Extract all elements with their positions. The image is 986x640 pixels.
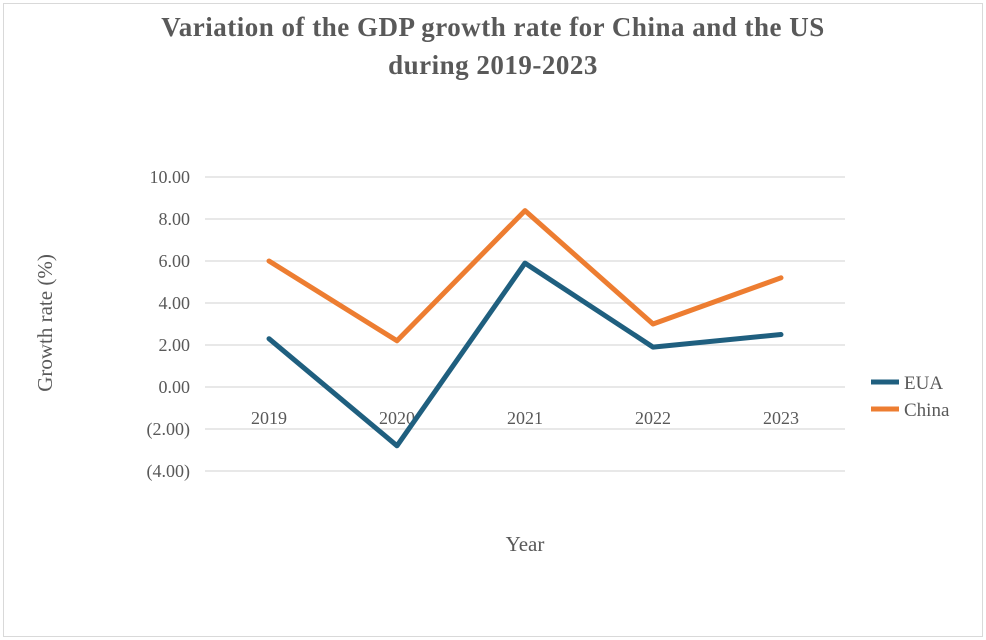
chart-title-line-1: Variation of the GDP growth rate for Chi… xyxy=(161,12,825,42)
legend: EUA China xyxy=(871,373,950,421)
x-axis-title: Year xyxy=(506,532,545,556)
chart-title: Variation of the GDP growth rate for Chi… xyxy=(0,8,986,84)
x-tick-label: 2023 xyxy=(763,408,799,428)
x-tick-labels: 2019 2020 2021 2022 2023 xyxy=(251,408,799,428)
y-tick-label: (2.00) xyxy=(147,419,191,440)
chart-frame xyxy=(3,3,983,637)
x-tick-label: 2021 xyxy=(507,408,543,428)
x-tick-label: 2019 xyxy=(251,408,287,428)
series-line-china xyxy=(266,208,784,344)
y-tick-label: 4.00 xyxy=(159,293,191,313)
y-axis-title: Growth rate (%) xyxy=(33,254,57,392)
y-tick-label: 2.00 xyxy=(159,335,191,355)
chart-title-line-2: during 2019-2023 xyxy=(388,50,598,80)
legend-label-eua: EUA xyxy=(904,373,943,394)
y-tick-label: (4.00) xyxy=(147,461,191,482)
x-tick-label: 2022 xyxy=(635,408,671,428)
y-tick-labels: 10.00 8.00 6.00 4.00 2.00 0.00 (2.00) (4.00) xyxy=(147,167,191,482)
y-tick-label: 10.00 xyxy=(150,167,191,187)
y-tick-label: 0.00 xyxy=(159,377,191,397)
legend-label-china: China xyxy=(904,400,950,421)
y-tick-label: 8.00 xyxy=(159,209,191,229)
series-line-eua xyxy=(266,260,784,449)
y-tick-label: 6.00 xyxy=(159,251,191,271)
x-tick-label: 2020 xyxy=(379,408,415,428)
series-lines xyxy=(266,208,784,449)
